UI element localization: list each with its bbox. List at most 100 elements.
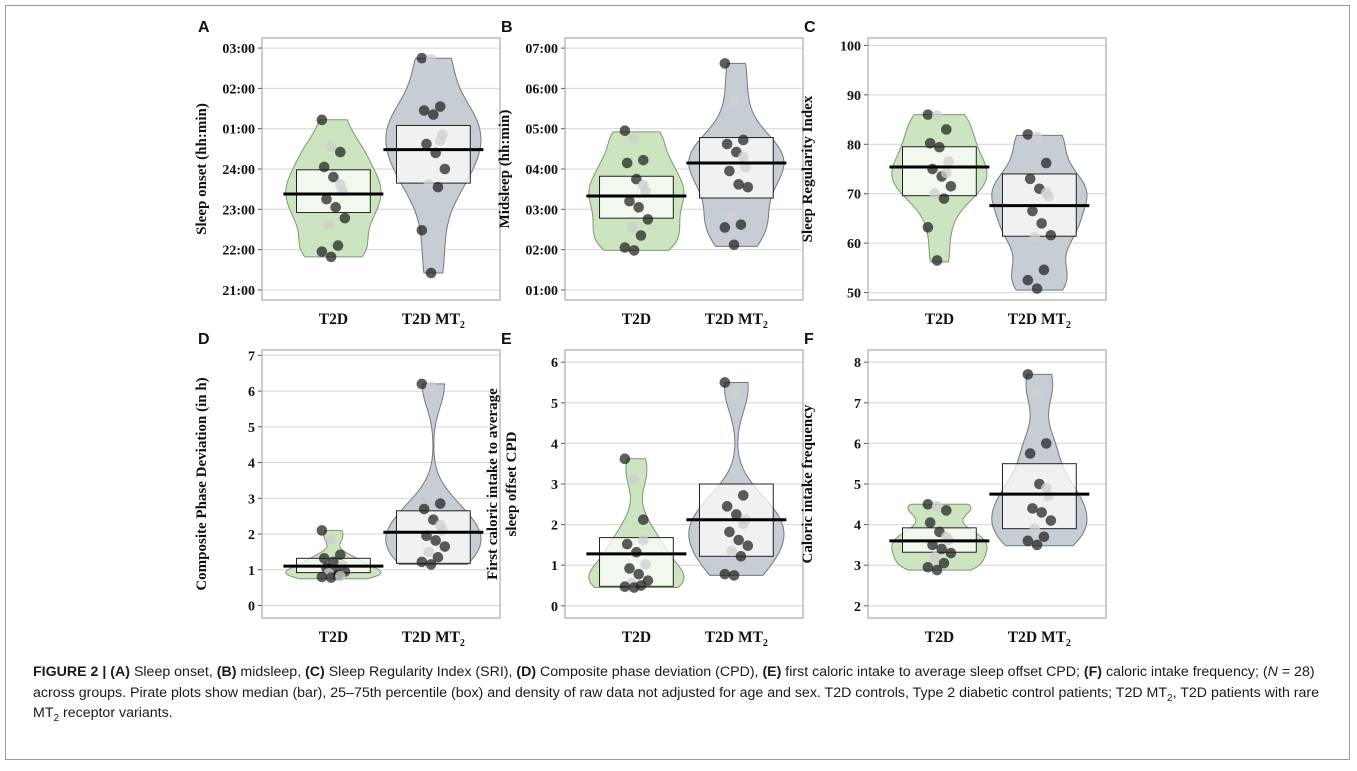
data-point [434,135,446,147]
figure-label: FIGURE 2 | [33,664,111,680]
panel-letter: D [198,331,210,348]
data-point [631,546,642,558]
x-tick-label: T2D MT2 [705,629,768,649]
panel-frame [261,37,501,301]
data-point [1040,438,1052,449]
x-tick-label: T2D [622,311,651,328]
data-point [719,377,731,388]
data-point [721,501,733,512]
x-tick-label: T2D [319,311,348,328]
data-point [924,517,936,528]
y-tick-label: 4 [248,457,255,472]
panel-letter: F [804,331,814,348]
data-point [737,134,749,146]
y-tick-label: 1 [551,559,558,574]
y-axis-label: Sleep Regularity Index [800,95,816,242]
data-point [321,193,332,205]
y-tick-label: 22:00 [222,244,255,259]
y-tick-label: 100 [840,39,861,54]
x-tick-subscript: 2 [460,638,465,649]
data-point [733,534,744,546]
data-point [642,214,654,225]
data-point [619,242,631,253]
data-point [638,179,649,191]
y-tick-label: 7 [854,397,861,412]
x-tick-label: T2D [319,629,348,646]
data-point [728,239,740,251]
data-point [316,246,328,257]
x-tick-subscript: 2 [763,638,768,649]
data-point [318,161,330,173]
y-tick-label: 21:00 [222,284,255,299]
data-point [628,582,640,593]
data-point [922,222,934,233]
y-tick-label: 2 [551,519,558,534]
data-point [423,546,435,558]
data-point [1038,264,1050,276]
y-tick-label: 07:00 [525,42,558,57]
data-point [1036,507,1047,518]
data-point [316,525,328,536]
data-point [335,549,346,561]
y-axis-label: First caloric intake to average [485,388,501,580]
data-point [1045,229,1057,241]
data-point [724,526,735,538]
y-tick-label: 6 [854,437,861,452]
data-point [325,251,337,263]
x-tick-label: T2D MT2 [402,311,465,331]
data-point [416,224,428,236]
data-point [929,551,941,563]
data-point [633,201,644,213]
figure-caption: FIGURE 2 | (A) Sleep onset, (B) midsleep… [33,662,1328,724]
data-point [1031,387,1043,398]
data-point [635,230,647,241]
x-tick-label: T2D MT2 [402,629,465,649]
y-tick-label: 3 [854,559,861,574]
data-point [931,255,943,266]
data-point [1022,369,1034,380]
data-point [721,138,733,150]
data-point [934,141,945,153]
x-tick-subscript: 2 [460,320,465,331]
data-point [735,219,747,230]
y-tick-label: 05:00 [525,123,558,138]
data-point [619,125,631,137]
data-point [735,550,747,562]
panel-frame [261,349,501,619]
data-point [1024,173,1036,185]
data-point [929,188,941,200]
data-point [931,110,943,121]
x-tick-subscript: 2 [1066,320,1071,331]
data-point [1038,531,1050,543]
data-point [330,201,342,213]
data-point [325,141,337,153]
data-point [1040,187,1052,199]
x-tick-subscript: 2 [1066,638,1071,649]
y-tick-label: 80 [847,138,861,153]
data-point [316,114,328,126]
y-tick-label: 8 [854,356,861,371]
panel-c: 50 60 70 80 90 100 T2D T2D MT2 C Sleep Regularity… [800,19,1107,331]
data-point [425,559,437,570]
x-tick-subscript: 2 [763,320,768,331]
y-axis-label: Midsleep (hh:min) [497,110,513,229]
data-point [439,163,451,175]
data-point [335,179,346,190]
y-tick-label: 70 [847,188,861,203]
data-point [325,572,337,583]
panel-letter: B [501,19,513,36]
y-tick-label: 01:00 [222,123,255,138]
y-tick-label: 2 [854,600,861,615]
data-point [621,157,633,169]
data-point [425,267,437,279]
data-point [619,453,631,465]
data-point [1027,205,1038,217]
y-axis-label: sleep offset CPD [504,431,520,536]
data-point [631,173,642,185]
y-tick-label: 02:00 [222,82,255,97]
y-tick-label: 4 [854,519,861,534]
data-point [1031,539,1043,551]
data-point [742,540,754,552]
data-point [931,501,943,512]
data-point [726,545,738,557]
